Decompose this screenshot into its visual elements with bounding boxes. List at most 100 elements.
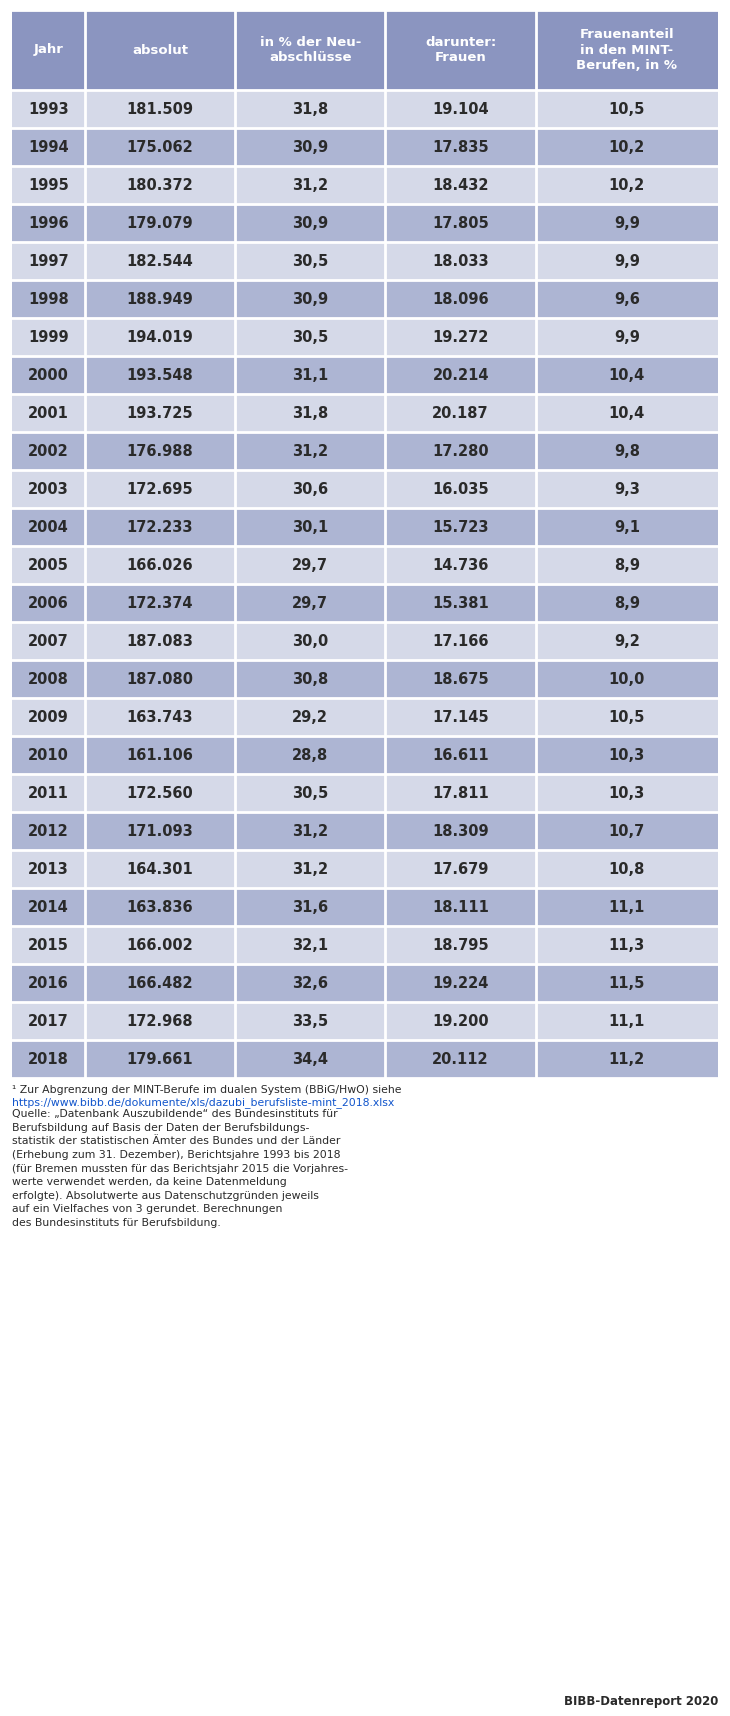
Bar — [536, 508, 718, 546]
Text: 163.836: 163.836 — [126, 899, 193, 915]
Text: 10,4: 10,4 — [609, 367, 645, 383]
Bar — [85, 470, 235, 508]
Bar — [536, 546, 718, 583]
Bar — [385, 432, 536, 470]
Bar — [12, 964, 85, 1002]
Text: 15.723: 15.723 — [432, 520, 489, 534]
Text: 181.509: 181.509 — [126, 101, 193, 117]
Text: 182.544: 182.544 — [126, 254, 193, 268]
Text: 10,4: 10,4 — [609, 405, 645, 420]
Bar — [536, 583, 718, 621]
Bar — [85, 1002, 235, 1040]
Text: 30,8: 30,8 — [292, 671, 328, 686]
Bar — [85, 812, 235, 849]
Bar — [12, 166, 85, 204]
Text: 2007: 2007 — [28, 633, 69, 649]
Text: 2002: 2002 — [28, 443, 69, 458]
Bar — [385, 395, 536, 432]
Text: 17.805: 17.805 — [432, 216, 489, 230]
Text: 11,1: 11,1 — [609, 1014, 645, 1028]
Bar — [235, 546, 385, 583]
Bar — [85, 621, 235, 661]
Text: 1995: 1995 — [28, 177, 69, 192]
Bar — [12, 204, 85, 242]
Bar — [12, 470, 85, 508]
Text: 11,3: 11,3 — [609, 937, 645, 952]
Bar — [235, 1002, 385, 1040]
Text: 2000: 2000 — [28, 367, 69, 383]
Text: 172.695: 172.695 — [126, 482, 193, 496]
Text: 20.187: 20.187 — [432, 405, 489, 420]
Text: 20.112: 20.112 — [432, 1052, 489, 1067]
Text: 179.079: 179.079 — [126, 216, 193, 230]
Bar — [85, 166, 235, 204]
Text: 30,1: 30,1 — [292, 520, 328, 534]
Text: 193.548: 193.548 — [126, 367, 193, 383]
Text: Frauenanteil
in den MINT-
Berufen, in %: Frauenanteil in den MINT- Berufen, in % — [577, 27, 677, 72]
Text: 11,1: 11,1 — [609, 899, 645, 915]
Bar — [385, 1002, 536, 1040]
Text: 8,9: 8,9 — [614, 558, 640, 573]
Bar — [536, 129, 718, 166]
Text: 9,9: 9,9 — [614, 254, 640, 268]
Bar — [235, 355, 385, 395]
Text: 2018: 2018 — [28, 1052, 69, 1067]
Text: 29,7: 29,7 — [292, 558, 328, 573]
Text: 166.482: 166.482 — [126, 975, 193, 990]
Bar — [385, 583, 536, 621]
Text: 30,5: 30,5 — [292, 786, 328, 800]
Bar — [235, 317, 385, 355]
Bar — [12, 849, 85, 887]
Text: 187.083: 187.083 — [126, 633, 193, 649]
Bar — [385, 280, 536, 317]
Text: 1998: 1998 — [28, 292, 69, 307]
Bar — [12, 736, 85, 774]
Bar — [385, 10, 536, 89]
Text: 18.795: 18.795 — [432, 937, 489, 952]
Bar — [536, 621, 718, 661]
Bar — [235, 812, 385, 849]
Text: https://www.bibb.de/dokumente/xls/dazubi_berufsliste-mint_2018.xlsx: https://www.bibb.de/dokumente/xls/dazubi… — [12, 1097, 394, 1109]
Text: 18.033: 18.033 — [432, 254, 489, 268]
Text: 9,2: 9,2 — [614, 633, 640, 649]
Bar — [85, 10, 235, 89]
Text: 9,6: 9,6 — [614, 292, 640, 307]
Bar — [85, 736, 235, 774]
Bar — [12, 1040, 85, 1078]
Bar — [85, 89, 235, 129]
Text: absolut: absolut — [132, 43, 188, 57]
Bar — [536, 661, 718, 698]
Bar — [235, 166, 385, 204]
Text: 31,8: 31,8 — [292, 101, 328, 117]
Bar — [85, 774, 235, 812]
Bar — [536, 280, 718, 317]
Text: 19.200: 19.200 — [432, 1014, 489, 1028]
Bar — [12, 89, 85, 129]
Bar — [536, 470, 718, 508]
Text: 171.093: 171.093 — [126, 824, 193, 839]
Text: 9,3: 9,3 — [614, 482, 640, 496]
Bar — [235, 698, 385, 736]
Text: 2004: 2004 — [28, 520, 69, 534]
Text: 8,9: 8,9 — [614, 595, 640, 611]
Bar — [12, 698, 85, 736]
Text: 31,2: 31,2 — [292, 861, 328, 877]
Text: 2003: 2003 — [28, 482, 69, 496]
Text: 10,2: 10,2 — [609, 139, 645, 154]
Text: 9,9: 9,9 — [614, 216, 640, 230]
Text: 2010: 2010 — [28, 748, 69, 762]
Bar — [385, 887, 536, 927]
Bar — [12, 583, 85, 621]
Bar — [85, 242, 235, 280]
Bar — [385, 621, 536, 661]
Text: 10,8: 10,8 — [609, 861, 645, 877]
Text: 17.835: 17.835 — [432, 139, 489, 154]
Bar — [235, 621, 385, 661]
Bar — [12, 432, 85, 470]
Bar — [85, 927, 235, 964]
Bar — [85, 698, 235, 736]
Text: 32,1: 32,1 — [292, 937, 328, 952]
Bar — [385, 166, 536, 204]
Bar — [235, 89, 385, 129]
Text: 34,4: 34,4 — [292, 1052, 328, 1067]
